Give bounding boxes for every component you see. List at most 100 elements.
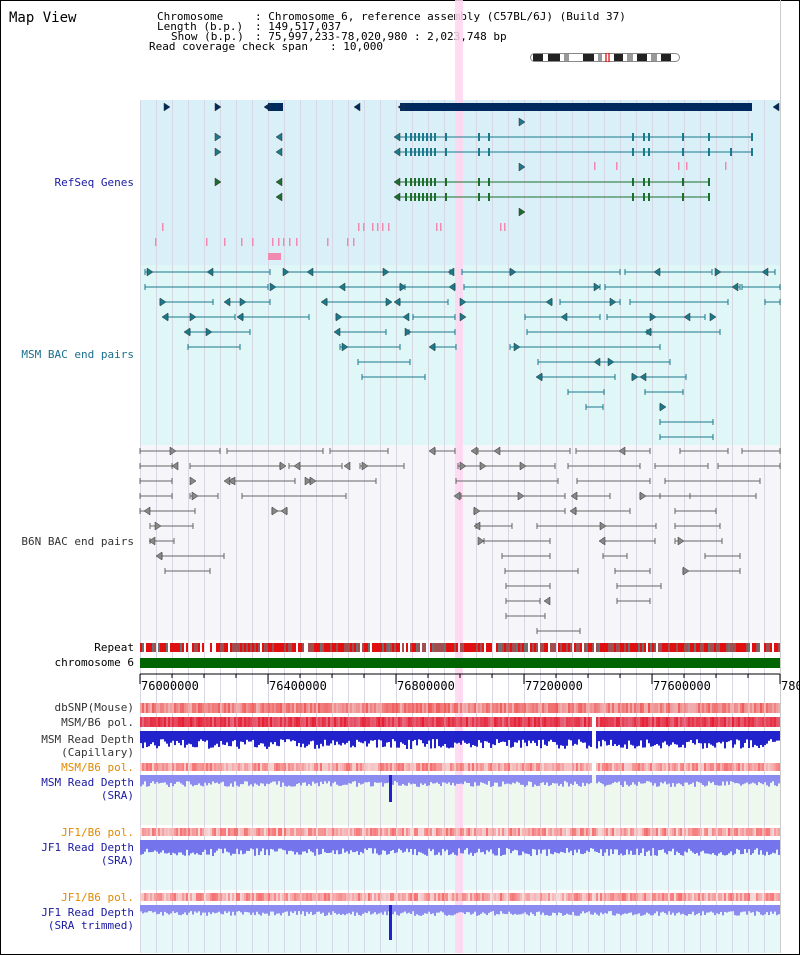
- heat-cell: [386, 763, 388, 771]
- heat-cell: [498, 828, 500, 836]
- depth-bar: [586, 731, 588, 749]
- heat-cell: [216, 717, 218, 727]
- depth-bar: [346, 840, 348, 852]
- heat-cell: [300, 828, 302, 836]
- depth-bar: [764, 905, 766, 915]
- depth-bar: [336, 775, 338, 785]
- heat-cell: [536, 763, 538, 771]
- heat-cell: [332, 828, 334, 836]
- repeat-mark: [352, 643, 354, 652]
- depth-bar: [538, 775, 540, 786]
- heat-cell: [440, 893, 442, 901]
- depth-bar: [706, 775, 708, 786]
- repeat-mark: [442, 643, 444, 652]
- heat-cell: [742, 828, 744, 836]
- depth-bar: [502, 775, 504, 782]
- heat-cell: [352, 763, 354, 771]
- heat-cell: [734, 703, 736, 713]
- heat-cell: [632, 763, 634, 771]
- depth-bar: [344, 731, 346, 745]
- heat-cell: [334, 893, 336, 901]
- depth-bar: [332, 731, 334, 741]
- heat-cell: [262, 893, 264, 901]
- depth-bar: [238, 840, 240, 855]
- repeat-mark: [324, 643, 326, 652]
- heat-cell: [518, 828, 520, 836]
- heat-cell: [566, 893, 568, 901]
- depth-bar: [656, 840, 658, 856]
- heat-cell: [404, 763, 406, 771]
- heat-cell: [210, 703, 212, 713]
- repeat-mark: [666, 643, 668, 652]
- depth-bar: [492, 905, 494, 912]
- heat-cell: [768, 703, 770, 713]
- repeat-mark: [482, 643, 484, 652]
- depth-bar: [450, 775, 452, 786]
- depth-bar: [506, 840, 508, 849]
- heat-cell: [406, 893, 408, 901]
- exon: [730, 148, 732, 156]
- selection-highlight: [455, 0, 463, 953]
- depth-bar: [380, 775, 382, 783]
- depth-bar: [644, 905, 646, 915]
- heat-cell: [358, 893, 360, 901]
- heat-cell: [148, 763, 150, 771]
- depth-bar: [768, 840, 770, 855]
- depth-bar: [760, 840, 762, 851]
- heat-cell: [614, 717, 616, 727]
- heat-cell: [686, 893, 688, 901]
- chromosome-ideogram[interactable]: [530, 53, 680, 62]
- depth-bar: [654, 775, 656, 784]
- depth-bar: [764, 731, 766, 746]
- heat-cell: [602, 717, 604, 727]
- heat-cell: [458, 828, 460, 836]
- depth-bar: [670, 731, 672, 745]
- repeat-mark: [418, 643, 420, 652]
- heat-cell: [620, 717, 622, 727]
- heat-cell: [738, 717, 740, 727]
- bac-arrow: [341, 342, 349, 352]
- bac-arrow: [649, 312, 657, 322]
- depth-bar: [678, 905, 680, 913]
- heat-cell: [540, 717, 542, 727]
- depth-bar: [436, 905, 438, 913]
- heat-cell: [514, 703, 516, 713]
- depth-bar: [676, 731, 678, 745]
- heat-cell: [178, 893, 180, 901]
- depth-bar: [434, 731, 436, 749]
- heat-cell: [170, 828, 172, 836]
- heat-cell: [518, 763, 520, 771]
- heat-cell: [582, 703, 584, 713]
- heat-cell: [260, 717, 262, 727]
- repeat-mark: [510, 643, 512, 652]
- depth-bar: [770, 905, 772, 912]
- repeat-mark: [416, 643, 418, 652]
- heat-cell: [570, 828, 572, 836]
- depth-bar: [524, 840, 526, 854]
- heat-cell: [270, 703, 272, 713]
- depth-bar: [302, 731, 304, 744]
- depth-bar: [714, 775, 716, 785]
- depth-bar: [510, 840, 512, 854]
- depth-bar: [372, 731, 374, 741]
- depth-bar: [284, 905, 286, 912]
- depth-bar: [218, 775, 220, 784]
- depth-bar: [278, 731, 280, 747]
- exon: [405, 178, 407, 186]
- depth-bar: [504, 905, 506, 914]
- heat-cell: [776, 763, 778, 771]
- depth-bar: [288, 840, 290, 851]
- heat-cell: [388, 763, 390, 771]
- heat-cell: [494, 828, 496, 836]
- depth-bar: [414, 840, 416, 850]
- heat-cell: [204, 763, 206, 771]
- repeat-mark: [438, 643, 440, 652]
- depth-bar: [166, 840, 168, 854]
- depth-bar: [156, 775, 158, 782]
- heat-cell: [692, 763, 694, 771]
- depth-bar: [190, 775, 192, 785]
- pink-mark: [504, 223, 506, 231]
- heat-cell: [664, 717, 666, 727]
- heat-cell: [562, 703, 564, 713]
